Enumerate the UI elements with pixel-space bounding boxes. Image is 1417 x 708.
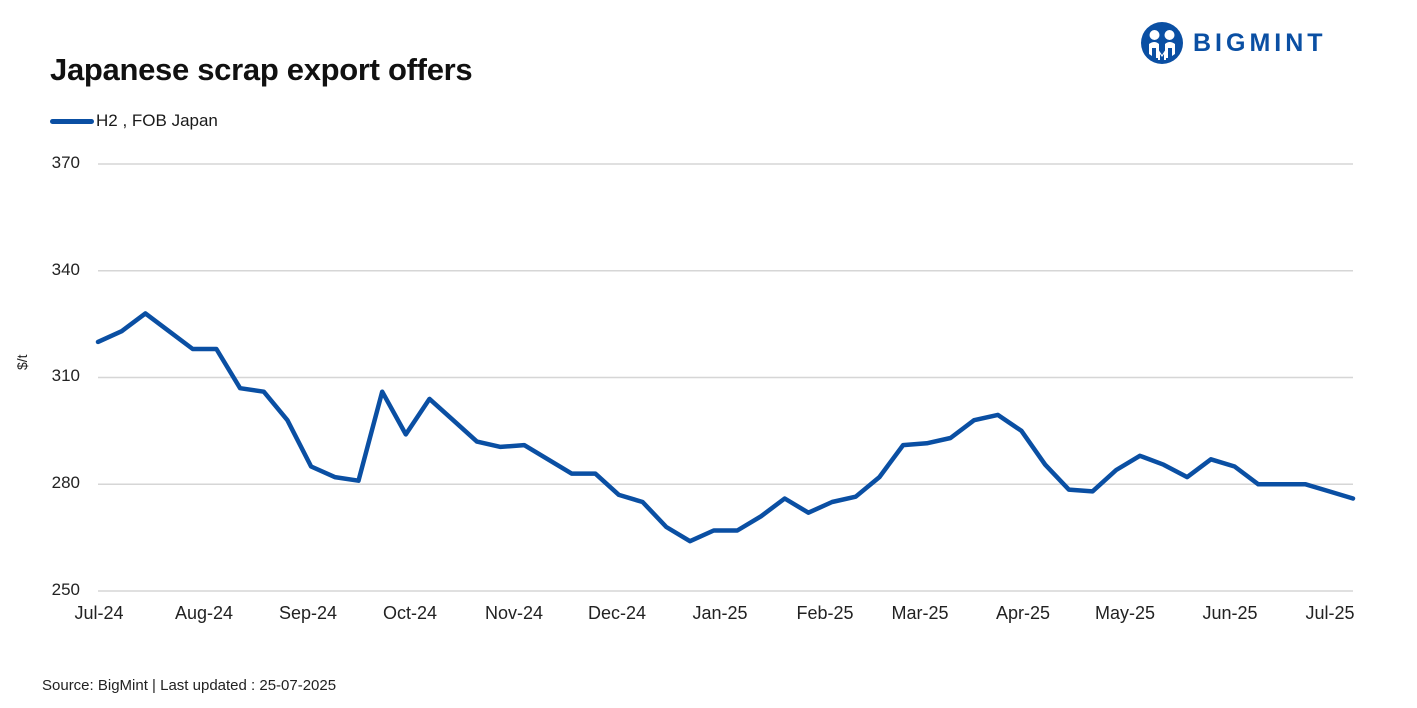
x-tick: Aug-24: [174, 603, 234, 623]
x-tick: Jul-25: [1305, 603, 1355, 623]
series-line: [95, 311, 1356, 544]
x-tick: Jun-25: [1202, 603, 1258, 623]
logo-text: BIGMINT: [1193, 28, 1327, 57]
y-tick: 310: [51, 366, 80, 385]
legend-label: H2 , FOB Japan: [96, 111, 218, 130]
legend: H2 , FOB Japan: [50, 111, 218, 131]
x-tick: Jan-25: [692, 603, 748, 623]
x-tick: Feb-25: [796, 603, 854, 623]
x-tick: May-25: [1094, 603, 1156, 623]
y-tick: 250: [51, 580, 80, 599]
y-tick: 280: [51, 473, 80, 492]
bigmint-people-icon: [1141, 22, 1183, 64]
legend-swatch: [50, 118, 94, 124]
x-tick: Jul-24: [74, 603, 124, 623]
x-tick: Sep-24: [278, 603, 338, 623]
bigmint-logo: BIGMINT: [1141, 22, 1327, 64]
x-tick: Apr-25: [995, 603, 1051, 623]
x-tick: Mar-25: [891, 603, 949, 623]
y-tick: 370: [51, 153, 80, 172]
x-tick: Oct-24: [382, 603, 438, 623]
x-tick: Nov-24: [484, 603, 544, 623]
x-tick: Dec-24: [587, 603, 647, 623]
chart-title: Japanese scrap export offers: [50, 52, 473, 87]
source-footer: Source: BigMint | Last updated : 25-07-2…: [42, 677, 337, 694]
y-tick: 340: [51, 260, 80, 279]
